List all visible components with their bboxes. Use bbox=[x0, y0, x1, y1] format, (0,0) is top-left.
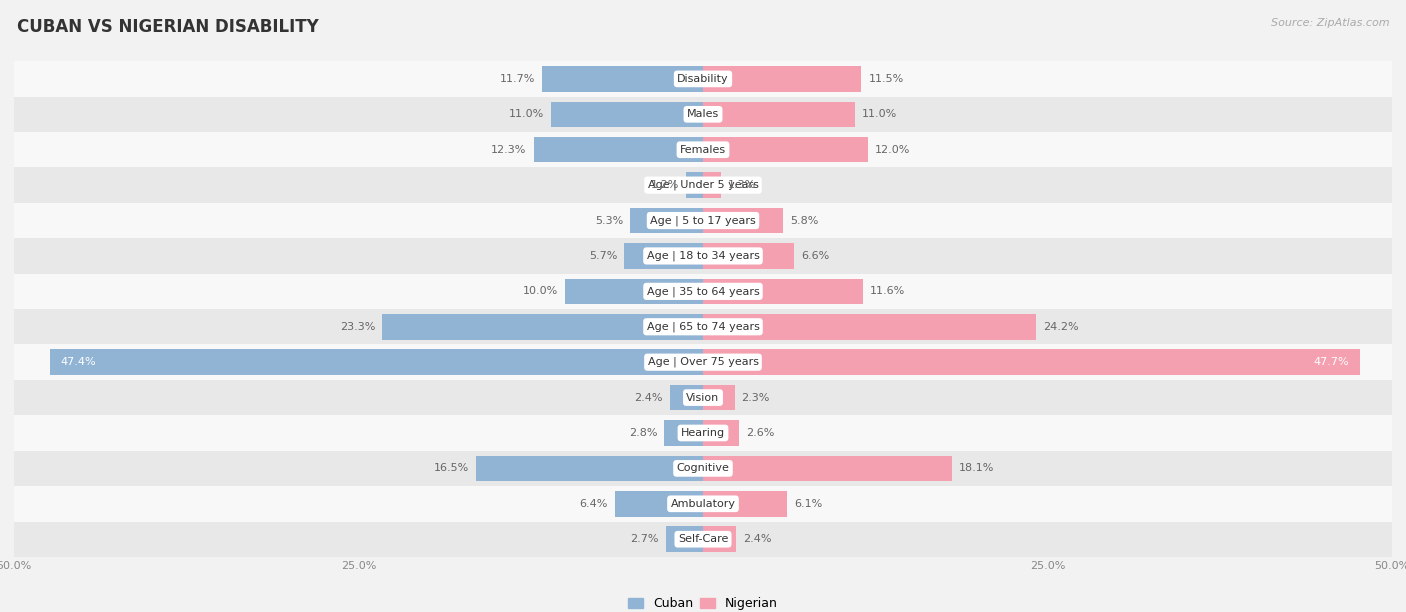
Text: 47.4%: 47.4% bbox=[60, 357, 97, 367]
Bar bbox=[14, 168, 1392, 203]
Bar bbox=[703, 278, 863, 304]
Text: Self-Care: Self-Care bbox=[678, 534, 728, 544]
Text: Vision: Vision bbox=[686, 392, 720, 403]
Bar bbox=[14, 309, 1392, 345]
Bar bbox=[14, 61, 1392, 97]
Legend: Cuban, Nigerian: Cuban, Nigerian bbox=[623, 592, 783, 612]
Text: 2.3%: 2.3% bbox=[741, 392, 770, 403]
Bar bbox=[630, 208, 703, 233]
Text: 47.7%: 47.7% bbox=[1313, 357, 1350, 367]
Text: 6.1%: 6.1% bbox=[794, 499, 823, 509]
Bar bbox=[14, 380, 1392, 416]
Text: CUBAN VS NIGERIAN DISABILITY: CUBAN VS NIGERIAN DISABILITY bbox=[17, 18, 319, 36]
Text: 16.5%: 16.5% bbox=[433, 463, 468, 474]
Text: 11.7%: 11.7% bbox=[499, 74, 534, 84]
Text: 10.0%: 10.0% bbox=[523, 286, 558, 296]
Bar bbox=[49, 349, 703, 375]
Bar bbox=[533, 137, 703, 162]
Text: Hearing: Hearing bbox=[681, 428, 725, 438]
Text: Age | 5 to 17 years: Age | 5 to 17 years bbox=[650, 215, 756, 226]
Bar bbox=[666, 526, 703, 552]
Text: 23.3%: 23.3% bbox=[340, 322, 375, 332]
Bar bbox=[703, 314, 1036, 340]
Bar bbox=[475, 456, 703, 481]
Text: Ambulatory: Ambulatory bbox=[671, 499, 735, 509]
Text: 2.8%: 2.8% bbox=[628, 428, 658, 438]
Bar bbox=[703, 420, 738, 446]
Text: Cognitive: Cognitive bbox=[676, 463, 730, 474]
Bar bbox=[14, 345, 1392, 380]
Bar bbox=[551, 102, 703, 127]
Text: 5.3%: 5.3% bbox=[595, 215, 623, 226]
Bar bbox=[703, 243, 794, 269]
Bar bbox=[703, 66, 862, 92]
Text: 12.0%: 12.0% bbox=[875, 144, 911, 155]
Bar bbox=[703, 137, 869, 162]
Bar bbox=[703, 173, 721, 198]
Text: 11.6%: 11.6% bbox=[870, 286, 905, 296]
Text: 6.6%: 6.6% bbox=[801, 251, 830, 261]
Text: Age | 18 to 34 years: Age | 18 to 34 years bbox=[647, 251, 759, 261]
Bar bbox=[703, 491, 787, 517]
Text: 2.4%: 2.4% bbox=[742, 534, 772, 544]
Text: 5.7%: 5.7% bbox=[589, 251, 617, 261]
Bar bbox=[669, 385, 703, 410]
Text: Disability: Disability bbox=[678, 74, 728, 84]
Text: 2.7%: 2.7% bbox=[630, 534, 659, 544]
Text: 5.8%: 5.8% bbox=[790, 215, 818, 226]
Bar bbox=[14, 274, 1392, 309]
Text: 11.0%: 11.0% bbox=[862, 110, 897, 119]
Text: Males: Males bbox=[688, 110, 718, 119]
Text: 2.6%: 2.6% bbox=[745, 428, 775, 438]
Bar bbox=[541, 66, 703, 92]
Text: Age | 65 to 74 years: Age | 65 to 74 years bbox=[647, 321, 759, 332]
Text: Age | Under 5 years: Age | Under 5 years bbox=[648, 180, 758, 190]
Bar bbox=[614, 491, 703, 517]
Text: Age | Over 75 years: Age | Over 75 years bbox=[648, 357, 758, 367]
Text: 1.2%: 1.2% bbox=[651, 180, 679, 190]
Text: 1.3%: 1.3% bbox=[728, 180, 756, 190]
Text: Females: Females bbox=[681, 144, 725, 155]
Text: 18.1%: 18.1% bbox=[959, 463, 994, 474]
Bar bbox=[14, 238, 1392, 274]
Bar bbox=[382, 314, 703, 340]
Bar bbox=[565, 278, 703, 304]
Text: Age | 35 to 64 years: Age | 35 to 64 years bbox=[647, 286, 759, 297]
Bar bbox=[624, 243, 703, 269]
Bar bbox=[14, 97, 1392, 132]
Bar bbox=[703, 456, 952, 481]
Text: 11.0%: 11.0% bbox=[509, 110, 544, 119]
Bar bbox=[14, 450, 1392, 486]
Bar bbox=[703, 526, 737, 552]
Bar bbox=[14, 416, 1392, 450]
Bar bbox=[686, 173, 703, 198]
Bar bbox=[14, 521, 1392, 557]
Bar bbox=[703, 208, 783, 233]
Bar bbox=[665, 420, 703, 446]
Text: 12.3%: 12.3% bbox=[491, 144, 527, 155]
Bar bbox=[14, 132, 1392, 168]
Text: Source: ZipAtlas.com: Source: ZipAtlas.com bbox=[1271, 18, 1389, 28]
Text: 11.5%: 11.5% bbox=[869, 74, 904, 84]
Bar bbox=[703, 385, 735, 410]
Bar bbox=[14, 203, 1392, 238]
Bar bbox=[703, 349, 1360, 375]
Text: 6.4%: 6.4% bbox=[579, 499, 607, 509]
Text: 2.4%: 2.4% bbox=[634, 392, 664, 403]
Text: 24.2%: 24.2% bbox=[1043, 322, 1078, 332]
Bar bbox=[703, 102, 855, 127]
Bar bbox=[14, 486, 1392, 521]
